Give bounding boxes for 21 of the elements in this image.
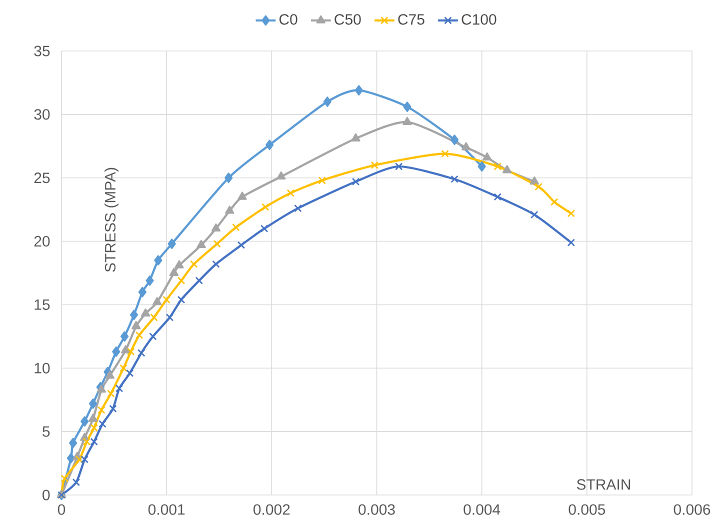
legend-label: C100: [462, 14, 496, 25]
y-tick-label: 20: [34, 236, 50, 247]
x-tick-label: 0.005: [568, 504, 606, 515]
x-tick-label: 0.001: [148, 504, 185, 515]
y-tick-label: 35: [34, 46, 50, 56]
legend-label: C50: [334, 14, 361, 25]
legend-label: C75: [398, 14, 424, 25]
x-axis-title: STRAIN: [576, 479, 630, 490]
legend-label: C0: [279, 14, 298, 25]
y-tick-label: 15: [34, 299, 50, 310]
y-tick-label: 25: [34, 172, 50, 184]
y-tick-label: 10: [34, 362, 50, 374]
x-tick-label: 0.003: [358, 504, 395, 515]
x-tick-label: 0: [58, 504, 66, 515]
x-tick-label: 0.004: [464, 504, 500, 515]
y-tick-label: 30: [34, 109, 50, 120]
x-tick-label: 0.002: [253, 504, 290, 515]
y-tick-label: 5: [42, 426, 50, 437]
y-tick-label: 0: [42, 490, 50, 500]
y-axis-title: STRESS (MPA): [104, 168, 119, 272]
x-tick-label: 0.006: [674, 504, 710, 515]
